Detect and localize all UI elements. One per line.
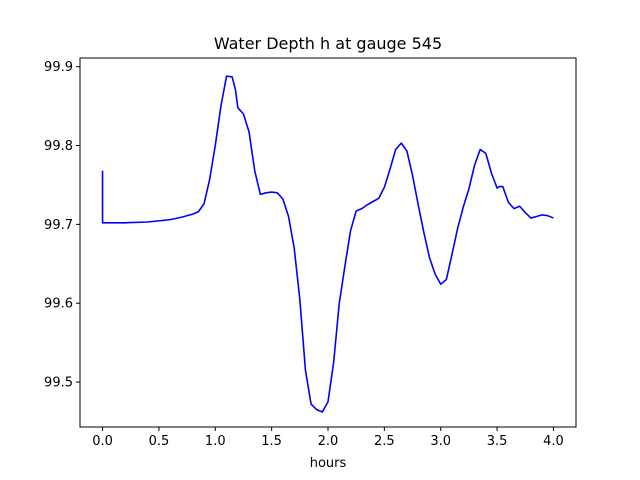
x-tick-label: 3.5 [487, 434, 508, 449]
x-tick-label: 2.5 [374, 434, 395, 449]
y-tick-label: 99.9 [44, 60, 73, 75]
series-line [101, 75, 554, 413]
x-tick-label: 1.5 [261, 434, 282, 449]
y-tick-label: 99.6 [44, 297, 73, 312]
x-tick-label: 0.0 [92, 434, 113, 449]
y-tick-label: 99.5 [44, 376, 73, 391]
x-axis-label: hours [310, 456, 347, 471]
plot-area: 0.0 0.5 1.0 1.5 2.0 2.5 3.0 3.5 4.0 99.5 99.6 99.7 9… [44, 57, 577, 449]
chart-title: Water Depth h at gauge 545 [214, 34, 442, 53]
x-tick-label: 4.0 [543, 434, 564, 449]
x-tick-label: 2.0 [318, 434, 339, 449]
y-tick-label: 99.8 [44, 139, 73, 154]
x-tick-label: 0.5 [149, 434, 170, 449]
y-tick-label: 99.7 [44, 218, 73, 233]
x-tick-label: 3.0 [430, 434, 451, 449]
x-tick-label: 1.0 [205, 434, 226, 449]
